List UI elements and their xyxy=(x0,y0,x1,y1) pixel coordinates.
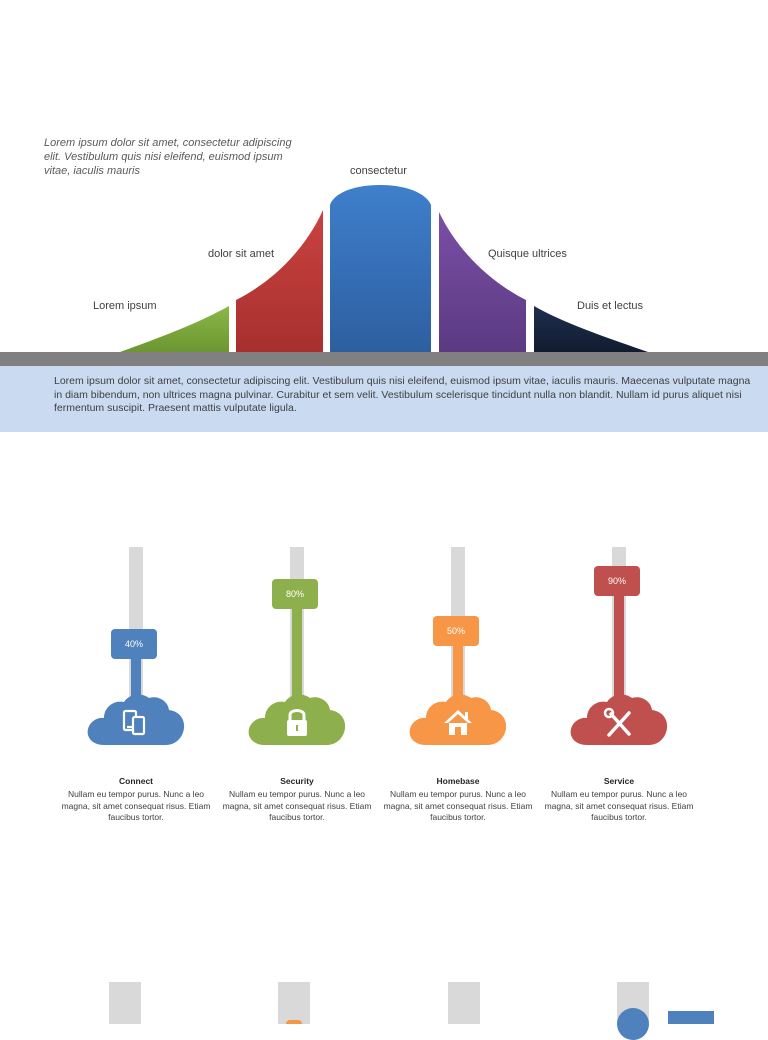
lock-icon xyxy=(287,709,307,736)
next-section-track-1 xyxy=(109,982,141,1024)
cloud-shape xyxy=(409,694,507,745)
gauge-title: Service xyxy=(603,776,635,786)
description-text: Lorem ipsum dolor sit amet, consectetur … xyxy=(54,375,751,414)
curve-segment-5 xyxy=(534,306,648,352)
baseline-bar xyxy=(0,352,768,366)
house-icon xyxy=(444,710,472,735)
gauge-text: Nullam eu tempor purus. Nunc a leo magna… xyxy=(61,789,211,822)
curve-segment-2 xyxy=(236,210,323,352)
gauge-stem xyxy=(131,657,141,707)
gauge-homebase: 50% Homebase Nullam eu tempor purus. Nun… xyxy=(383,547,533,837)
curve-label-2: dolor sit amet xyxy=(208,248,275,260)
tools-icon xyxy=(603,707,631,737)
gauge-badge: 50% xyxy=(433,616,479,647)
gauge-connect: 40% Connect Nullam eu tempor purus. Nunc… xyxy=(61,547,211,837)
next-section-marker xyxy=(286,1020,302,1024)
gauge-badge: 40% xyxy=(111,629,157,659)
next-section-track-3 xyxy=(448,982,480,1024)
description-panel: Lorem ipsum dolor sit amet, consectetur … xyxy=(0,366,768,432)
next-section-badge xyxy=(668,1011,714,1024)
curve-segment-1 xyxy=(120,306,229,352)
curve-label-1: Lorem ipsum xyxy=(93,300,157,312)
gauge-stem xyxy=(614,594,624,707)
bell-curve-diagram xyxy=(120,185,648,352)
gauge-title: Security xyxy=(280,776,314,786)
intro-text: Lorem ipsum dolor sit amet, consectetur … xyxy=(44,137,292,177)
curve-label-5: Duis et lectus xyxy=(577,300,644,312)
gauge-badge: 90% xyxy=(594,566,640,596)
curve-label-3: consectetur xyxy=(350,165,407,177)
gauge-security: 80% Security Nullam eu tempor purus. Nun… xyxy=(222,547,372,837)
next-section-circle xyxy=(617,1008,649,1040)
curve-segment-3 xyxy=(330,185,431,352)
mobile-devices-icon xyxy=(122,709,146,736)
gauge-text: Nullam eu tempor purus. Nunc a leo magna… xyxy=(222,789,372,822)
gauge-stem xyxy=(292,606,302,707)
cloud-shape xyxy=(87,694,185,745)
cloud-shape xyxy=(570,694,668,745)
gauge-title: Homebase xyxy=(436,776,480,786)
gauge-service: 90% Service Nullam eu tempor purus. Nunc… xyxy=(544,547,694,837)
cloud-shape xyxy=(248,694,346,745)
gauge-badge: 80% xyxy=(272,578,318,609)
gauge-text: Nullam eu tempor purus. Nunc a leo magna… xyxy=(544,789,694,822)
gauge-title: Connect xyxy=(119,776,153,786)
gauge-text: Nullam eu tempor purus. Nunc a leo magna… xyxy=(383,789,533,822)
next-section-track-2 xyxy=(278,982,310,1024)
curve-label-4: Quisque ultrices xyxy=(488,248,567,260)
gauge-stem xyxy=(453,644,463,707)
curve-segment-4 xyxy=(439,212,526,352)
